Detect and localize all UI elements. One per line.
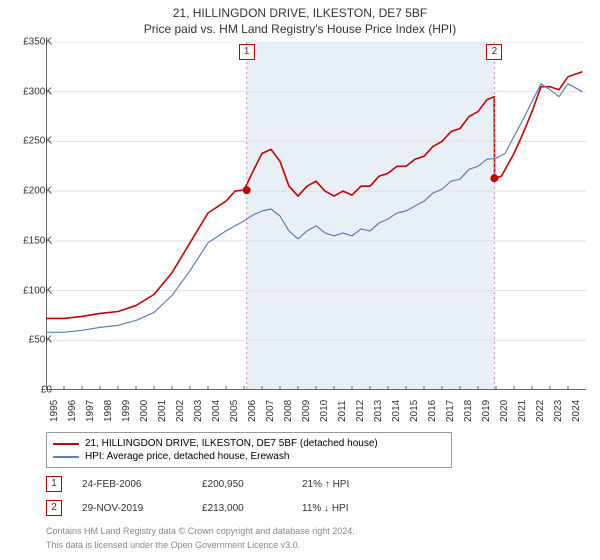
sale-price: £213,000: [202, 503, 302, 514]
legend-row: 21, HILLINGDON DRIVE, ILKESTON, DE7 5BF …: [53, 437, 445, 450]
x-tick-label: 2016: [427, 400, 438, 422]
y-tick-label: £0: [12, 385, 52, 396]
sale-marker-badge-1: 1: [46, 476, 62, 492]
sale-date: 29-NOV-2019: [82, 503, 202, 514]
x-tick-label: 2023: [553, 400, 564, 422]
x-tick-label: 1996: [67, 400, 78, 422]
x-tick-label: 2018: [463, 400, 474, 422]
sale-delta: 21% ↑ HPI: [302, 479, 349, 490]
x-tick-label: 2000: [139, 400, 150, 422]
x-tick-label: 2021: [517, 400, 528, 422]
x-tick-label: 2013: [373, 400, 384, 422]
sale-date: 24-FEB-2006: [82, 479, 202, 490]
sale-row: 2 29-NOV-2019 £213,000 11% ↓ HPI: [46, 500, 349, 516]
x-tick-label: 2002: [175, 400, 186, 422]
x-tick-label: 2005: [229, 400, 240, 422]
chart-plot-area: [46, 42, 586, 390]
chart-marker-badge: 1: [239, 44, 255, 60]
x-tick-label: 2017: [445, 400, 456, 422]
sale-marker-badge-2: 2: [46, 500, 62, 516]
chart-container: 21, HILLINGDON DRIVE, ILKESTON, DE7 5BF …: [0, 0, 600, 560]
footer-line-1: Contains HM Land Registry data © Crown c…: [46, 526, 355, 536]
y-tick-label: £300K: [12, 86, 52, 97]
x-tick-label: 1998: [103, 400, 114, 422]
legend-label-property: 21, HILLINGDON DRIVE, ILKESTON, DE7 5BF …: [85, 438, 378, 449]
x-tick-label: 2011: [337, 400, 348, 422]
x-tick-label: 1995: [49, 400, 60, 422]
x-tick-label: 2003: [193, 400, 204, 422]
legend-swatch-hpi: [53, 456, 79, 458]
legend-label-hpi: HPI: Average price, detached house, Erew…: [85, 451, 289, 462]
x-tick-label: 2008: [283, 400, 294, 422]
x-tick-label: 2006: [247, 400, 258, 422]
x-tick-label: 2012: [355, 400, 366, 422]
legend: 21, HILLINGDON DRIVE, ILKESTON, DE7 5BF …: [46, 432, 452, 468]
x-tick-label: 1999: [121, 400, 132, 422]
footer-line-2: This data is licensed under the Open Gov…: [46, 540, 300, 550]
chart-title: 21, HILLINGDON DRIVE, ILKESTON, DE7 5BF: [0, 0, 600, 20]
y-tick-label: £250K: [12, 136, 52, 147]
x-tick-label: 2010: [319, 400, 330, 422]
x-tick-label: 2001: [157, 400, 168, 422]
x-tick-label: 2009: [301, 400, 312, 422]
chart-marker-badge: 2: [486, 44, 502, 60]
legend-row: HPI: Average price, detached house, Erew…: [53, 450, 445, 463]
legend-swatch-property: [53, 443, 79, 445]
y-tick-label: £350K: [12, 37, 52, 48]
x-tick-label: 2024: [571, 400, 582, 422]
x-tick-label: 2014: [391, 400, 402, 422]
sale-row: 1 24-FEB-2006 £200,950 21% ↑ HPI: [46, 476, 349, 492]
y-tick-label: £50K: [12, 335, 52, 346]
x-tick-label: 2022: [535, 400, 546, 422]
x-tick-label: 1997: [85, 400, 96, 422]
sale-delta: 11% ↓ HPI: [302, 503, 349, 514]
sale-price: £200,950: [202, 479, 302, 490]
x-tick-label: 2007: [265, 400, 276, 422]
chart-subtitle: Price paid vs. HM Land Registry's House …: [0, 20, 600, 40]
y-tick-label: £200K: [12, 186, 52, 197]
x-tick-label: 2020: [499, 400, 510, 422]
x-tick-label: 2019: [481, 400, 492, 422]
x-tick-label: 2015: [409, 400, 420, 422]
y-tick-label: £100K: [12, 285, 52, 296]
y-tick-label: £150K: [12, 235, 52, 246]
x-tick-label: 2004: [211, 400, 222, 422]
chart-svg: [46, 42, 586, 390]
